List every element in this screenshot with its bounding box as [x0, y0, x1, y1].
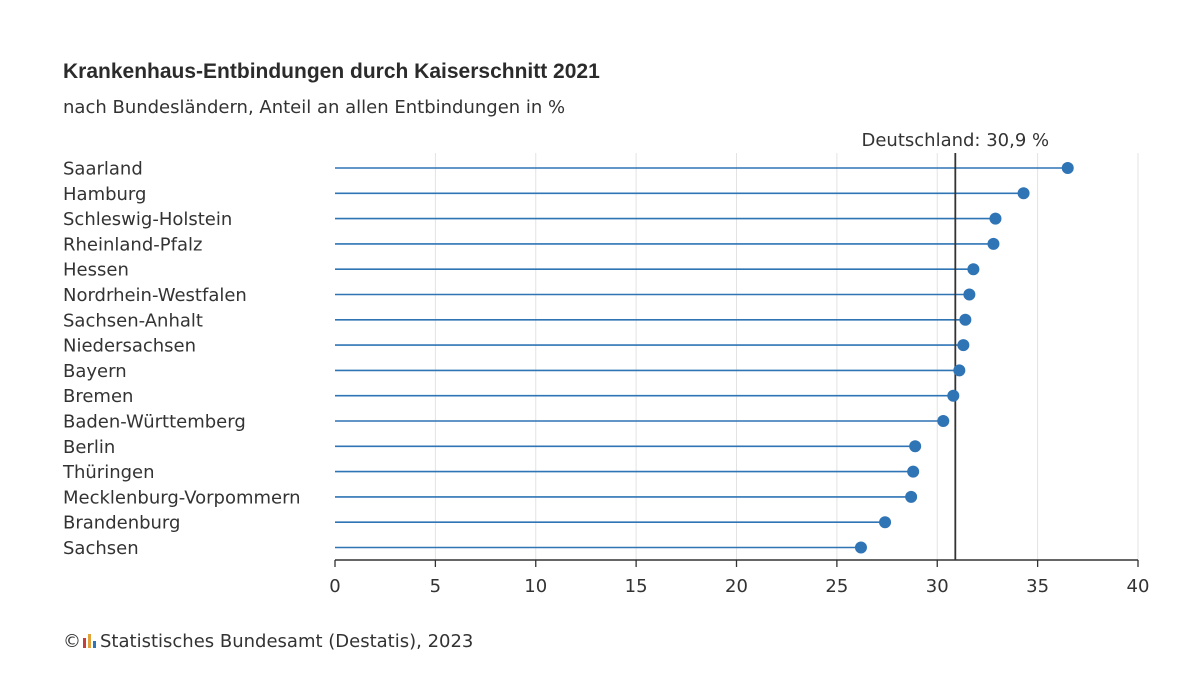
category-label: Nordrhein-Westfalen	[63, 285, 247, 306]
x-tick-label: 5	[430, 576, 441, 597]
data-point	[905, 490, 918, 503]
source-text: Statistisches Bundesamt (Destatis), 2023	[100, 631, 474, 652]
x-tick-label: 15	[625, 576, 648, 597]
footer: © Statistisches Bundesamt (Destatis), 20…	[63, 631, 473, 652]
logo-bar-3	[93, 641, 96, 648]
chart-title: Krankenhaus-Entbindungen durch Kaisersch…	[63, 60, 600, 83]
chart-subtitle: nach Bundesländern, Anteil an allen Entb…	[63, 97, 566, 118]
category-label: Sachsen-Anhalt	[63, 310, 203, 331]
data-point	[989, 212, 1002, 225]
logo-bar-2	[88, 634, 91, 648]
category-label: Brandenburg	[63, 513, 180, 534]
data-point	[987, 237, 1000, 250]
reference-label: Deutschland: 30,9 %	[861, 130, 1049, 151]
data-point	[909, 440, 922, 453]
category-label: Hessen	[63, 260, 129, 281]
x-axis-ticks: 0 5 10 15 20 25 30 35 40	[329, 560, 1149, 597]
category-labels: Saarland Hamburg Schleswig-Holstein Rheinla…	[62, 159, 301, 560]
copyright-symbol: ©	[63, 631, 81, 652]
x-tick-label: 0	[329, 576, 340, 597]
data-point	[953, 364, 966, 377]
data-point	[1061, 162, 1074, 174]
data-point	[959, 313, 972, 326]
category-label: Sachsen	[63, 538, 139, 559]
category-label: Berlin	[63, 437, 115, 458]
logo-bar-1	[83, 638, 86, 648]
category-label: Hamburg	[63, 184, 146, 205]
x-tick-label: 40	[1127, 576, 1150, 597]
data-point	[907, 465, 920, 478]
data-point	[1017, 187, 1030, 200]
category-label: Bremen	[63, 386, 133, 407]
category-label: Niedersachsen	[63, 336, 196, 357]
grid-lines	[434, 153, 1139, 560]
category-label: Saarland	[63, 159, 143, 180]
data-point	[937, 415, 950, 427]
lollipop-dots	[854, 162, 1074, 554]
x-tick-label: 30	[926, 576, 949, 597]
x-tick-label: 25	[825, 576, 848, 597]
category-label: Mecklenburg-Vorpommern	[63, 487, 301, 508]
category-label: Rheinland-Pfalz	[63, 234, 202, 255]
data-point	[967, 263, 980, 276]
lollipop-stems	[335, 167, 1068, 549]
category-label: Schleswig-Holstein	[63, 209, 232, 230]
category-label: Baden-Württemberg	[63, 412, 246, 433]
data-point	[963, 288, 976, 301]
data-point	[957, 339, 970, 352]
data-point	[947, 389, 960, 402]
x-tick-label: 10	[524, 576, 547, 597]
data-point	[879, 516, 892, 529]
destatis-logo-icon	[83, 633, 96, 648]
data-point	[854, 541, 867, 554]
category-label: Bayern	[63, 361, 127, 382]
category-label: Thüringen	[62, 462, 155, 483]
x-tick-label: 20	[725, 576, 748, 597]
x-tick-label: 35	[1026, 576, 1049, 597]
